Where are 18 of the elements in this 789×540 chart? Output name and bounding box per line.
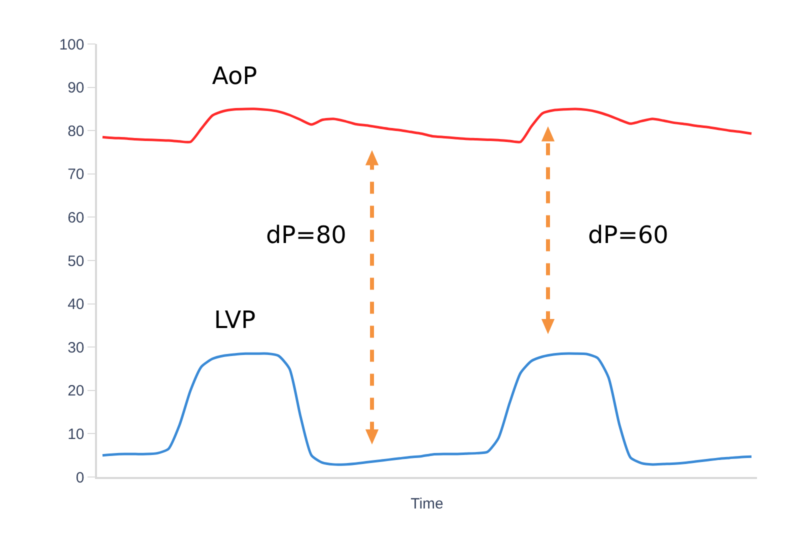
- y-tick-label: 90: [68, 80, 84, 97]
- y-tick-label: 10: [68, 426, 84, 443]
- annotation: dP=60: [588, 221, 668, 249]
- y-tick-label: 100: [59, 36, 84, 54]
- x-axis-title: Time: [410, 496, 444, 513]
- y-tick-label: 0: [76, 469, 84, 486]
- y-tick-label: 30: [68, 339, 84, 356]
- y-tick-label: 40: [68, 296, 84, 314]
- y-tick-label: 70: [68, 166, 84, 184]
- y-tick-label: 60: [68, 209, 84, 226]
- y-tick-label: 80: [68, 122, 84, 140]
- y-tick-label: 20: [68, 382, 84, 400]
- line-series: [101, 108, 753, 144]
- series-label: AoP: [212, 62, 258, 90]
- y-tick-label: 50: [68, 252, 84, 270]
- series-label: LVP: [214, 306, 256, 334]
- annotation: dP=80: [266, 221, 346, 249]
- line-series: [101, 352, 753, 466]
